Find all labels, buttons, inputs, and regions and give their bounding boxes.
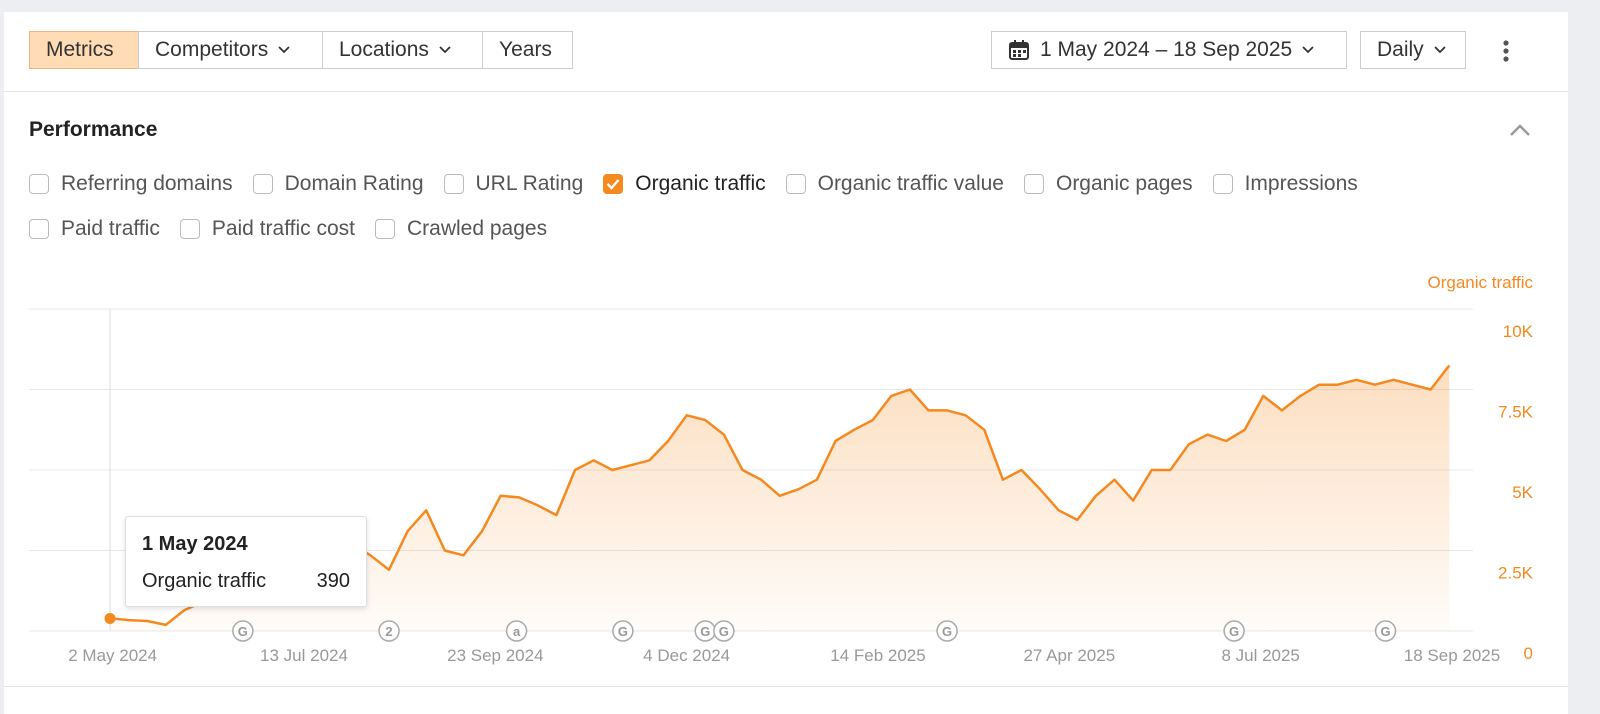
x-tick-label: 13 Jul 2024: [260, 646, 348, 665]
tab-button[interactable]: Competitors: [138, 31, 323, 69]
annotation-marker: [505, 620, 528, 642]
metric-checkbox[interactable]: Paid traffic: [29, 217, 160, 241]
annotation-label: G: [1229, 624, 1239, 639]
toolbar: Metrics Competitors Locations Years 1 May 20…: [4, 12, 1568, 92]
y-tick-label: 2.5K: [1498, 564, 1534, 583]
x-tick-label: 4 Dec 2024: [643, 646, 730, 665]
annotation-marker: [713, 620, 735, 642]
button-label: Daily: [1377, 38, 1424, 61]
annotation-marker: [936, 620, 958, 642]
metric-label: Organic traffic value: [817, 172, 1004, 195]
button-label: Competitors: [155, 38, 269, 61]
area-fill: [110, 365, 1450, 631]
chevron: [439, 46, 451, 54]
metric-label: Crawled pages: [407, 217, 548, 240]
annotation-marker: [378, 620, 400, 642]
metric-label: Referring domains: [61, 172, 233, 195]
button-label: Locations: [339, 38, 429, 61]
x-tick-label: 18 Sep 2025: [1404, 646, 1500, 665]
tooltip-row: Organic traffic 390: [142, 570, 350, 593]
y-axis-title: Organic traffic: [1427, 273, 1533, 292]
metric-label: Paid traffic: [61, 217, 160, 240]
checkbox[interactable]: [1023, 174, 1044, 194]
divider: [4, 686, 1568, 687]
annotation-label: 2: [385, 624, 392, 639]
y-tick-label: 5K: [1512, 483, 1533, 502]
annotation-marker: [1223, 620, 1245, 642]
metric-checkbox[interactable]: Organic traffic: [603, 172, 766, 196]
metric-checkbox[interactable]: Crawled pages: [375, 217, 547, 241]
tooltip: 1 May 2024 Organic traffic 390: [125, 516, 367, 607]
date-range-button[interactable]: 1 May 2024 – 18 Sep 2025: [991, 31, 1347, 69]
hover-dot: [104, 612, 116, 624]
tab-button[interactable]: Metrics: [29, 31, 139, 69]
x-tick-label: 2 May 2024: [68, 646, 157, 665]
more-menu[interactable]: [1500, 39, 1512, 63]
checkbox[interactable]: [179, 219, 200, 239]
button-label: Metrics: [46, 38, 114, 61]
checkbox[interactable]: [375, 219, 396, 239]
checkbox[interactable]: [29, 219, 49, 239]
chevron: [1434, 46, 1446, 54]
metric-checkbox[interactable]: URL Rating: [443, 172, 584, 196]
x-tick-label: 8 Jul 2025: [1221, 646, 1299, 665]
button-label: 1 May 2024 – 18 Sep 2025: [1040, 38, 1293, 61]
checkbox[interactable]: [1212, 174, 1233, 194]
metric-checkbox[interactable]: Referring domains: [29, 172, 233, 196]
annotation-label: G: [719, 624, 729, 639]
annotation-label: G: [238, 624, 248, 639]
metric-checkbox[interactable]: Organic pages: [1023, 172, 1193, 196]
annotation-label: G: [942, 624, 952, 639]
x-tick-label: 23 Sep 2024: [447, 646, 543, 665]
metric-checkbox[interactable]: Domain Rating: [252, 172, 424, 196]
metric-label: Domain Rating: [284, 172, 424, 195]
tab-button[interactable]: Years: [482, 31, 573, 69]
check-mark: [606, 179, 620, 190]
metric-checkbox[interactable]: Impressions: [1212, 172, 1358, 196]
y-tick-label: 10K: [1503, 322, 1534, 341]
x-tick-label: 14 Feb 2025: [830, 646, 925, 665]
chevron: [1302, 46, 1314, 54]
annotation-marker: [1374, 620, 1397, 642]
checkbox[interactable]: [785, 174, 806, 194]
checkbox[interactable]: [252, 174, 273, 194]
metric-label: Paid traffic cost: [211, 217, 356, 240]
tooltip-title: 1 May 2024: [142, 533, 248, 555]
y-tick-label: 7.5K: [1498, 403, 1534, 422]
metric-label: Organic pages: [1055, 172, 1193, 195]
metric-list: Referring domains Domain Rating URL Rating…: [29, 172, 1459, 241]
annotation-label: G: [618, 624, 628, 639]
x-tick-label: 27 Apr 2025: [1023, 646, 1115, 665]
metric-label: Organic traffic: [635, 172, 766, 195]
metric-label: URL Rating: [475, 172, 584, 195]
calendar-icon: [1009, 40, 1029, 60]
annotation-label: G: [700, 624, 710, 639]
section-title: Performance: [29, 118, 158, 141]
checkbox[interactable]: [603, 174, 624, 194]
tooltip-label: Organic traffic: [142, 570, 267, 592]
tooltip-value: 390: [316, 570, 350, 592]
annotation-label: a: [513, 624, 521, 639]
annotation-label: G: [1381, 624, 1391, 639]
metric-label: Impressions: [1244, 172, 1358, 195]
tab-button[interactable]: Locations: [322, 31, 483, 69]
y-tick-label: 0: [1524, 644, 1533, 663]
metric-checkbox[interactable]: Organic traffic value: [785, 172, 1004, 196]
checkbox[interactable]: [443, 174, 464, 194]
chevron: [278, 46, 290, 54]
interval-button[interactable]: Daily: [1360, 31, 1466, 69]
collapse-icon[interactable]: [1508, 122, 1532, 138]
metric-checkbox[interactable]: Paid traffic cost: [179, 217, 356, 241]
annotation-marker: [612, 620, 634, 642]
annotation-marker: [232, 620, 254, 642]
button-label: Years: [499, 38, 552, 61]
checkbox[interactable]: [29, 174, 49, 194]
